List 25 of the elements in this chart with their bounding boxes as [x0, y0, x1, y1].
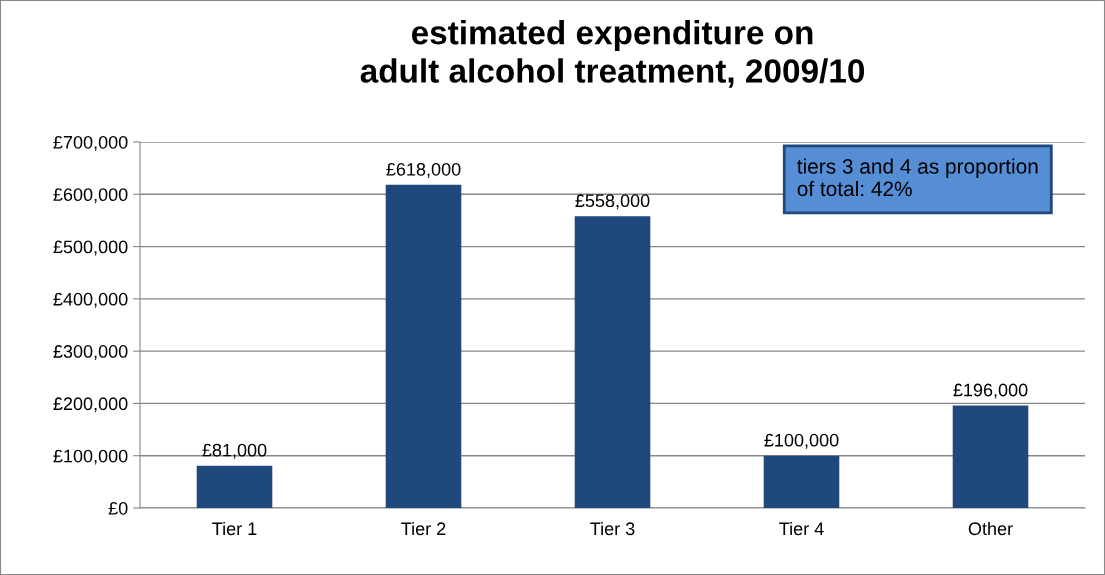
- y-tick-label: £300,000: [53, 345, 128, 360]
- y-tick-label: £0: [108, 501, 128, 515]
- data-label: £558,000: [575, 194, 650, 210]
- x-tick-label: Tier 2: [401, 521, 446, 536]
- data-label: £100,000: [764, 433, 839, 449]
- y-tick-label: £100,000: [53, 449, 128, 465]
- y-tick-label: £700,000: [53, 135, 128, 151]
- x-tick-label: Tier 1: [212, 521, 257, 536]
- x-tick-label: Tier 3: [590, 521, 635, 536]
- bar: [952, 405, 1029, 508]
- bar: [385, 184, 462, 508]
- data-label: £196,000: [953, 383, 1028, 399]
- annotation: tiers 3 and 4 as proportion of total: 42%: [797, 158, 1038, 197]
- x-tick-label: Other: [968, 521, 1013, 536]
- data-label: £81,000: [202, 443, 267, 459]
- y-tick-label: £200,000: [53, 397, 128, 413]
- y-tick-label: £400,000: [53, 292, 128, 308]
- x-tick-label: Tier 4: [779, 521, 824, 536]
- data-label: £618,000: [386, 162, 461, 178]
- bar: [574, 216, 651, 508]
- bar: [196, 465, 273, 508]
- bar: [763, 455, 840, 508]
- y-tick-label: £500,000: [53, 240, 128, 256]
- y-tick-label: £600,000: [53, 188, 128, 204]
- chart-title: estimated expenditure on adult alcohol treatment, 2009/10: [360, 20, 865, 88]
